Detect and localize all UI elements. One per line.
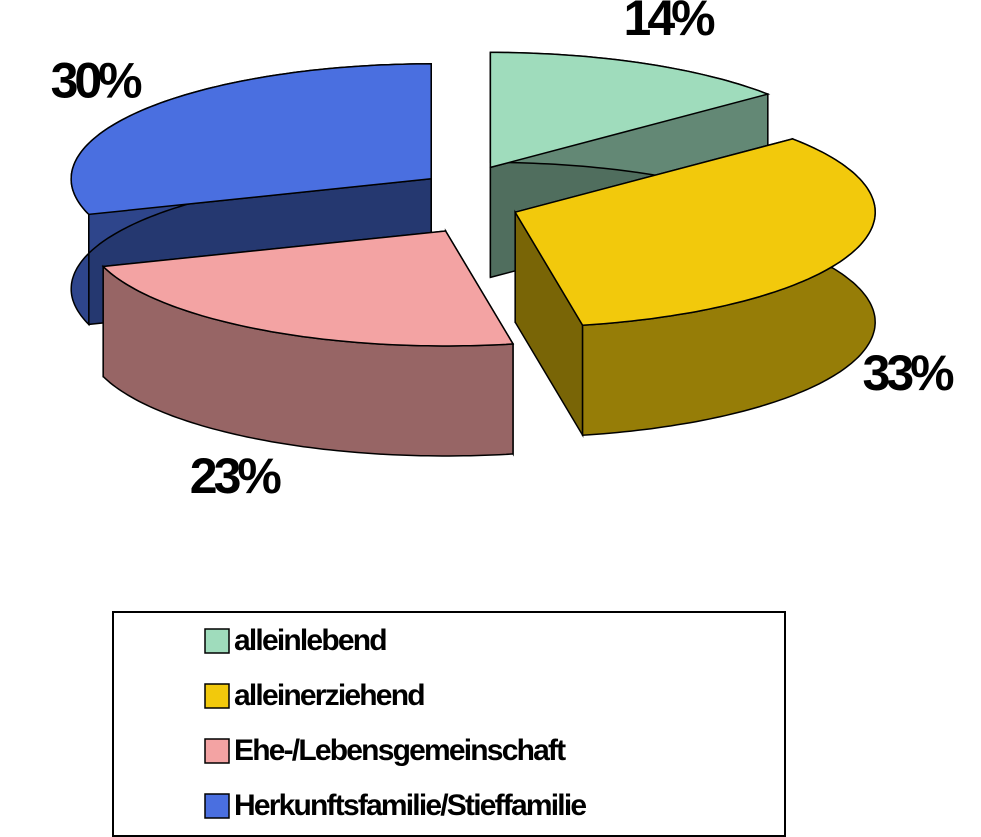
- slice-top: [70, 63, 432, 216]
- data-label: 30%: [51, 52, 143, 108]
- data-label: 14%: [624, 0, 716, 46]
- legend-swatch: [204, 793, 230, 819]
- legend-label: Herkunftsfamilie/Stieffamilie: [234, 789, 586, 822]
- legend-label: Ehe-/Lebensgemeinschaft: [234, 734, 566, 767]
- slice: [514, 137, 876, 438]
- data-label: 33%: [863, 345, 955, 401]
- slice-top: [101, 230, 515, 347]
- legend-label: alleinlebend: [234, 624, 386, 657]
- legend-swatch: [204, 738, 230, 764]
- slice-top: [514, 138, 876, 326]
- legend-swatch: [204, 628, 230, 654]
- legend-label: alleinerziehend: [234, 679, 424, 712]
- legend-swatch: [204, 683, 230, 709]
- slice-top: [489, 51, 771, 169]
- data-label: 23%: [190, 448, 282, 504]
- slice: [101, 228, 515, 457]
